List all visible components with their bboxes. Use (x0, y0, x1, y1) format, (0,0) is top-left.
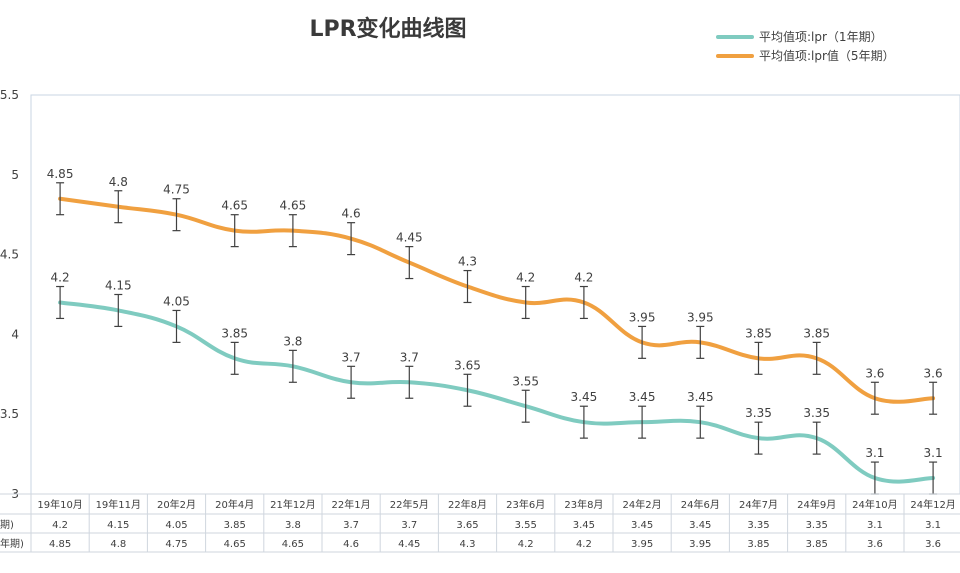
table-cell: 3.95 (689, 539, 711, 550)
table-row-header: 期) (0, 519, 14, 531)
data-label: 4.65 (280, 199, 307, 213)
data-label: 3.95 (687, 310, 714, 324)
category-label: 21年12月 (270, 498, 315, 511)
category-label: 24年10月 (852, 498, 897, 511)
category-label: 24年12月 (910, 498, 955, 511)
data-label: 4.45 (396, 231, 423, 245)
data-label: 3.45 (571, 390, 598, 404)
chart-title: LPR变化曲线图 (309, 16, 466, 42)
category-label: 20年4月 (215, 498, 254, 511)
table-cell: 3.45 (573, 520, 595, 531)
table-cell: 3.45 (689, 520, 711, 531)
y-tick-label: 5 (11, 168, 19, 182)
table-cell: 4.3 (460, 539, 476, 550)
category-label: 23年8月 (564, 498, 603, 511)
table-cell: 4.8 (110, 539, 126, 550)
data-label: 3.6 (865, 366, 884, 380)
data-label: 4.65 (221, 199, 248, 213)
table-cell: 4.2 (518, 539, 534, 550)
data-label: 3.45 (629, 390, 656, 404)
table-cell: 4.2 (52, 520, 68, 531)
category-label: 20年2月 (157, 498, 196, 511)
table-cell: 3.85 (806, 539, 828, 550)
table-cell: 3.1 (867, 520, 883, 531)
data-label: 3.85 (745, 326, 772, 340)
table-cell: 4.75 (165, 539, 187, 550)
series-line-2 (58, 196, 936, 404)
table-cell: 3.7 (401, 520, 417, 531)
data-label: 3.35 (803, 406, 830, 420)
table-cell: 3.8 (285, 520, 301, 531)
data-label: 3.1 (924, 446, 943, 460)
data-label: 4.2 (516, 271, 535, 285)
category-label: 19年10月 (37, 498, 82, 511)
table-cell: 4.2 (576, 539, 592, 550)
category-label: 24年2月 (623, 498, 662, 511)
table-cell: 3.85 (747, 539, 769, 550)
data-label: 4.2 (51, 271, 70, 285)
table-cell: 4.85 (49, 539, 71, 550)
y-tick-label: 4.5 (0, 248, 19, 262)
y-tick-label: 5.5 (0, 88, 19, 102)
data-label: 4.8 (109, 175, 128, 189)
data-label: 3.8 (283, 334, 302, 348)
legend-label-2: 平均值项:lpr值（5年期） (759, 48, 895, 63)
data-label: 3.7 (342, 350, 361, 364)
data-label: 3.95 (629, 310, 656, 324)
table-cell: 4.15 (107, 520, 129, 531)
y-tick-label: 3.5 (0, 407, 19, 421)
table-cell: 3.35 (806, 520, 828, 531)
data-label: 3.1 (865, 446, 884, 460)
y-tick-label: 4 (11, 327, 19, 341)
legend-label-1: 平均值项:lpr（1年期） (759, 29, 883, 44)
data-label: 4.75 (163, 183, 190, 197)
table-cell: 3.55 (515, 520, 537, 531)
data-label: 3.45 (687, 390, 714, 404)
table-cell: 4.65 (224, 539, 246, 550)
table-cell: 4.65 (282, 539, 304, 550)
category-label: 19年11月 (96, 498, 141, 511)
data-label: 3.65 (454, 358, 481, 372)
data-label: 3.6 (924, 366, 943, 380)
category-label: 22年5月 (390, 498, 429, 511)
table-cell: 3.85 (224, 520, 246, 531)
category-label: 24年9月 (797, 498, 836, 511)
data-label: 4.05 (163, 294, 190, 308)
table-cell: 4.6 (343, 539, 359, 550)
data-label: 4.3 (458, 255, 477, 269)
data-label: 3.35 (745, 406, 772, 420)
series-line-1 (58, 300, 936, 484)
category-label: 22年8月 (448, 498, 487, 511)
data-label: 3.7 (400, 350, 419, 364)
data-label: 3.85 (803, 326, 830, 340)
data-label: 4.15 (105, 279, 132, 293)
category-label: 22年1月 (332, 498, 371, 511)
table-cell: 3.6 (867, 539, 883, 550)
table-cell: 3.7 (343, 520, 359, 531)
category-label: 24年7月 (739, 498, 778, 511)
data-label: 3.85 (221, 326, 248, 340)
table-cell: 3.6 (925, 539, 941, 550)
table-cell: 3.45 (631, 520, 653, 531)
table-cell: 3.1 (925, 520, 941, 531)
table-cell: 3.65 (456, 520, 478, 531)
table-cell: 4.05 (165, 520, 187, 531)
category-label: 24年6月 (681, 498, 720, 511)
data-label: 4.6 (342, 207, 361, 221)
table-cell: 3.35 (747, 520, 769, 531)
data-label: 3.55 (512, 374, 539, 388)
table-cell: 3.95 (631, 539, 653, 550)
data-label: 4.2 (574, 271, 593, 285)
table-row-header: 年期) (0, 537, 24, 550)
data-label: 4.85 (47, 167, 74, 181)
category-label: 23年6月 (506, 498, 545, 511)
table-cell: 4.45 (398, 539, 420, 550)
